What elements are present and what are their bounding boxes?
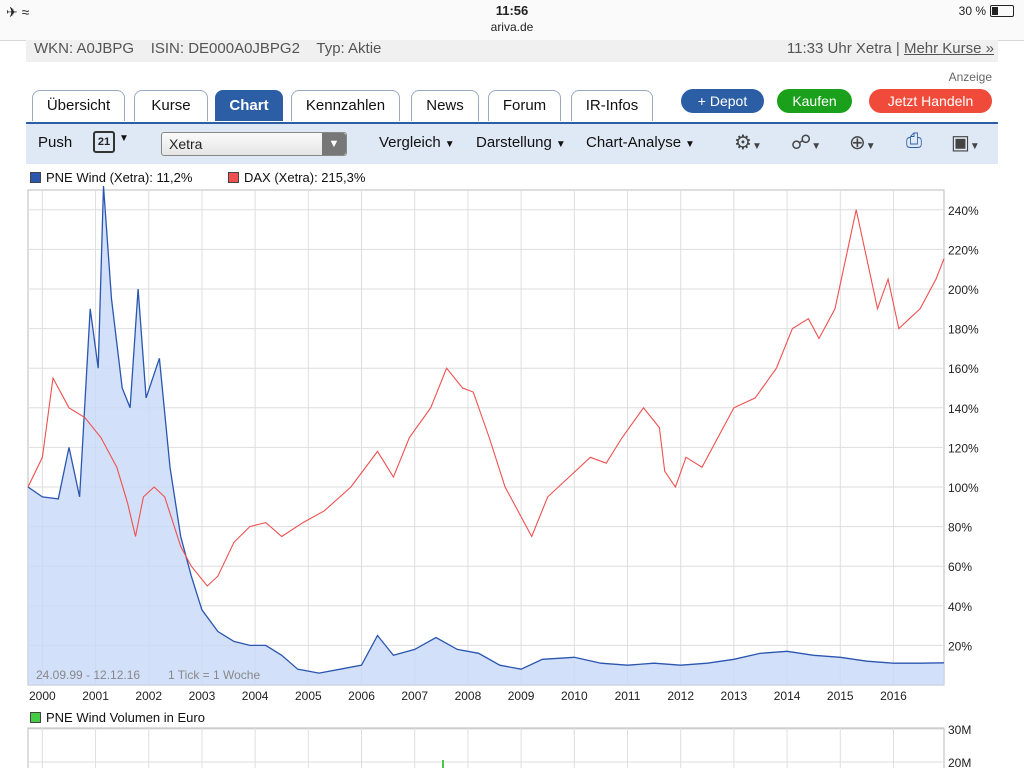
y-tick-label: 40% xyxy=(948,600,972,614)
legend-volume: PNE Wind Volumen in Euro xyxy=(30,710,205,725)
security-type: Typ: Aktie xyxy=(316,40,382,57)
more-quotes-link[interactable]: Mehr Kurse » xyxy=(903,40,994,57)
legend-pne: PNE Wind (Xetra): 11,2% xyxy=(30,170,192,185)
quote-info: 11:33 Uhr Xetra | Mehr Kurse » xyxy=(787,40,994,57)
battery-icon xyxy=(990,5,1014,17)
volume-area xyxy=(27,727,945,768)
tab-chart[interactable]: Chart xyxy=(215,90,283,121)
network-icon[interactable]: ☍▼ xyxy=(791,132,822,154)
zoom-icon[interactable]: ⊕▼ xyxy=(849,132,876,154)
legend-swatch-pne xyxy=(30,172,41,183)
x-tick-label: 2015 xyxy=(827,689,854,703)
y-tick-label: 60% xyxy=(948,560,972,574)
x-tick-label: 2006 xyxy=(348,689,375,703)
y-tick-label: 80% xyxy=(948,521,972,535)
volume-tick-label: 30M xyxy=(948,723,971,737)
y-tick-label: 240% xyxy=(948,204,979,218)
x-tick-label: 2012 xyxy=(667,689,694,703)
x-tick-label: 2010 xyxy=(561,689,588,703)
dax-line xyxy=(27,209,945,587)
chart-toolbar: Push 21 ▼ Xetra ▼ Vergleich Darstellung … xyxy=(26,122,998,164)
y-tick-label: 100% xyxy=(948,481,979,495)
x-tick-label: 2014 xyxy=(774,689,801,703)
y-tick-label: 160% xyxy=(948,362,979,376)
range-label: 24.09.99 - 12.12.16 xyxy=(36,668,140,682)
legend-pne-label: PNE Wind (Xetra): 11,2% xyxy=(46,170,193,185)
y-tick-label: 120% xyxy=(948,441,979,455)
isin: ISIN: DE000A0JBPG2 xyxy=(150,40,300,57)
tab-overview[interactable]: Übersicht xyxy=(32,90,125,121)
x-tick-label: 2004 xyxy=(242,689,269,703)
x-tick-label: 2001 xyxy=(82,689,109,703)
add-depot-button[interactable]: + Depot xyxy=(681,89,764,113)
tab-forum[interactable]: Forum xyxy=(488,90,561,121)
legend-volume-label: PNE Wind Volumen in Euro xyxy=(46,710,205,725)
ad-label: Anzeige xyxy=(948,70,992,84)
x-tick-label: 2007 xyxy=(401,689,428,703)
legend-dax-label: DAX (Xetra): 215,3% xyxy=(244,170,366,185)
x-tick-label: 2003 xyxy=(189,689,216,703)
tick-interval-label: 1 Tick = 1 Woche xyxy=(168,668,260,682)
gear-icon[interactable]: ⚙▼ xyxy=(734,132,762,154)
legend-swatch-volume xyxy=(30,712,41,723)
push-button[interactable]: Push xyxy=(38,134,73,151)
calendar-icon[interactable]: 21 xyxy=(93,131,115,153)
print-icon[interactable]: ⎙ xyxy=(906,130,922,152)
buy-button[interactable]: Kaufen xyxy=(777,89,852,113)
save-icon[interactable]: ▣▼ xyxy=(951,132,980,154)
x-tick-label: 2009 xyxy=(508,689,535,703)
y-tick-label: 20% xyxy=(948,639,972,653)
wkn: WKN: A0JBPG xyxy=(34,40,135,57)
x-tick-label: 2013 xyxy=(721,689,748,703)
battery-percent: 30 % xyxy=(958,4,986,18)
tab-quotes[interactable]: Kurse xyxy=(134,90,208,121)
legend-swatch-dax xyxy=(228,172,239,183)
security-ids: WKN: A0JBPG ISIN: DE000A0JBPG2 Typ: Akti… xyxy=(34,40,381,57)
tab-ir-infos[interactable]: IR-Infos xyxy=(571,90,653,121)
y-tick-label: 220% xyxy=(948,243,979,257)
compare-menu[interactable]: Vergleich xyxy=(379,134,455,151)
address-bar-url[interactable]: ariva.de xyxy=(490,20,534,34)
y-tick-label: 200% xyxy=(948,283,979,297)
exchange-select[interactable]: Xetra ▼ xyxy=(161,132,347,156)
chevron-down-icon: ▼ xyxy=(322,133,346,155)
legend-dax: DAX (Xetra): 215,3% xyxy=(228,170,365,185)
tab-news[interactable]: News xyxy=(411,90,479,121)
status-time: 11:56 xyxy=(495,3,529,18)
x-tick-label: 2008 xyxy=(455,689,482,703)
volume-tick-label: 20M xyxy=(948,756,971,768)
x-tick-label: 2016 xyxy=(880,689,907,703)
pne-area xyxy=(28,186,944,685)
x-tick-label: 2002 xyxy=(135,689,162,703)
exchange-value: Xetra xyxy=(169,136,203,152)
y-tick-label: 180% xyxy=(948,323,979,337)
calendar-dropdown-icon[interactable]: ▼ xyxy=(119,133,129,144)
pne-line xyxy=(27,185,945,674)
quote-time: 11:33 Uhr Xetra | xyxy=(786,40,900,57)
tab-key-figures[interactable]: Kennzahlen xyxy=(291,90,400,121)
x-tick-label: 2005 xyxy=(295,689,322,703)
y-tick-label: 140% xyxy=(948,402,979,416)
trade-now-button[interactable]: Jetzt Handeln xyxy=(869,89,992,113)
display-menu[interactable]: Darstellung xyxy=(476,134,566,151)
x-tick-label: 2000 xyxy=(29,689,56,703)
chart-analysis-menu[interactable]: Chart-Analyse xyxy=(586,134,695,151)
security-info-bar: WKN: A0JBPG ISIN: DE000A0JBPG2 Typ: Akti… xyxy=(26,40,998,62)
x-tick-label: 2011 xyxy=(615,689,641,703)
airplane-wifi-icon: ✈ ≈ xyxy=(6,4,30,20)
battery-status: 30 % xyxy=(959,4,1014,18)
